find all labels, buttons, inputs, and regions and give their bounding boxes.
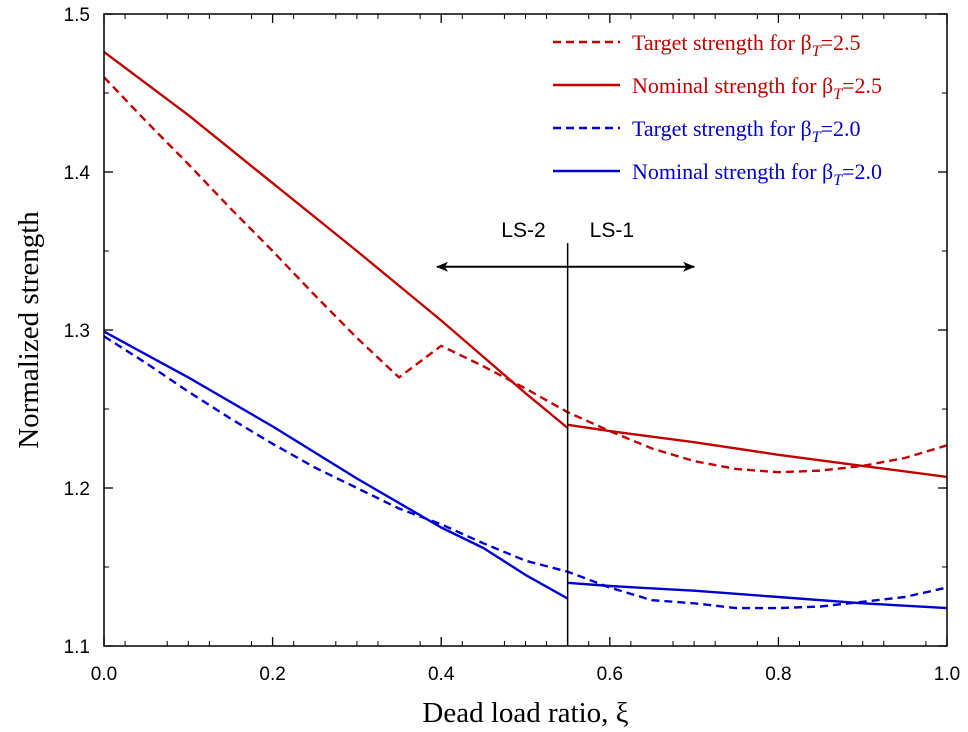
x-tick-label: 0.4 bbox=[428, 664, 455, 685]
legend-label-subscript: T bbox=[812, 129, 822, 146]
legend-label-main: Nominal strength for β bbox=[632, 159, 833, 184]
y-axis-title: Normalized strength bbox=[13, 211, 45, 449]
legend-label-subscript: T bbox=[812, 43, 822, 60]
y-tick-label: 1.3 bbox=[64, 321, 90, 342]
x-tick-label: 0.0 bbox=[91, 664, 117, 685]
y-tick-label: 1.1 bbox=[64, 637, 90, 658]
ls-2-label: LS-2 bbox=[501, 219, 545, 242]
legend-label-1: Target strength for βT=2.5 bbox=[632, 30, 861, 60]
legend-label-value: =2.0 bbox=[821, 116, 861, 141]
annotation-layer: LS-2 LS-1 bbox=[435, 219, 696, 646]
ls-1-label: LS-1 bbox=[590, 219, 634, 242]
x-tick-label: 0.8 bbox=[765, 664, 791, 685]
legend-label-value: =2.5 bbox=[842, 73, 882, 98]
series-line-1 bbox=[103, 76, 948, 474]
x-tick-label: 0.6 bbox=[597, 664, 623, 685]
legend-label-subscript: T bbox=[833, 172, 843, 189]
legend-label-value: =2.0 bbox=[842, 159, 882, 184]
series-line-4-seg-2 bbox=[567, 581, 948, 610]
series-line-4-seg-1 bbox=[103, 330, 569, 600]
legend-label-main: Nominal strength for β bbox=[632, 73, 833, 98]
x-tick-label: 0.2 bbox=[259, 664, 285, 685]
y-tick-label: 1.5 bbox=[64, 5, 90, 26]
x-tick-label: 1.0 bbox=[934, 664, 960, 685]
legend-label-main: Target strength for β bbox=[632, 116, 812, 141]
axis-ticks: 0.0 0.2 0.4 0.6 0.8 1.0 1.1 1.2 1.3 1.4 1.5 bbox=[64, 5, 961, 685]
plot-frame bbox=[103, 13, 948, 647]
legend-label-2: Nominal strength for βT=2.5 bbox=[632, 73, 882, 103]
x-axis-title: Dead load ratio, ξ bbox=[422, 697, 628, 729]
series-line-3 bbox=[103, 335, 948, 610]
legend-label-3: Target strength for βT=2.0 bbox=[632, 116, 861, 146]
y-tick-label: 1.2 bbox=[64, 479, 90, 500]
legend-label-4: Nominal strength for βT=2.0 bbox=[632, 159, 882, 189]
series-line-2-seg-1 bbox=[103, 50, 569, 429]
y-tick-label: 1.4 bbox=[64, 163, 91, 184]
series-line-2-seg-2 bbox=[567, 423, 948, 479]
legend-label-subscript: T bbox=[833, 86, 843, 103]
series-layer bbox=[103, 50, 948, 610]
legend-label-value: =2.5 bbox=[821, 30, 861, 55]
legend-label-main: Target strength for β bbox=[632, 30, 812, 55]
